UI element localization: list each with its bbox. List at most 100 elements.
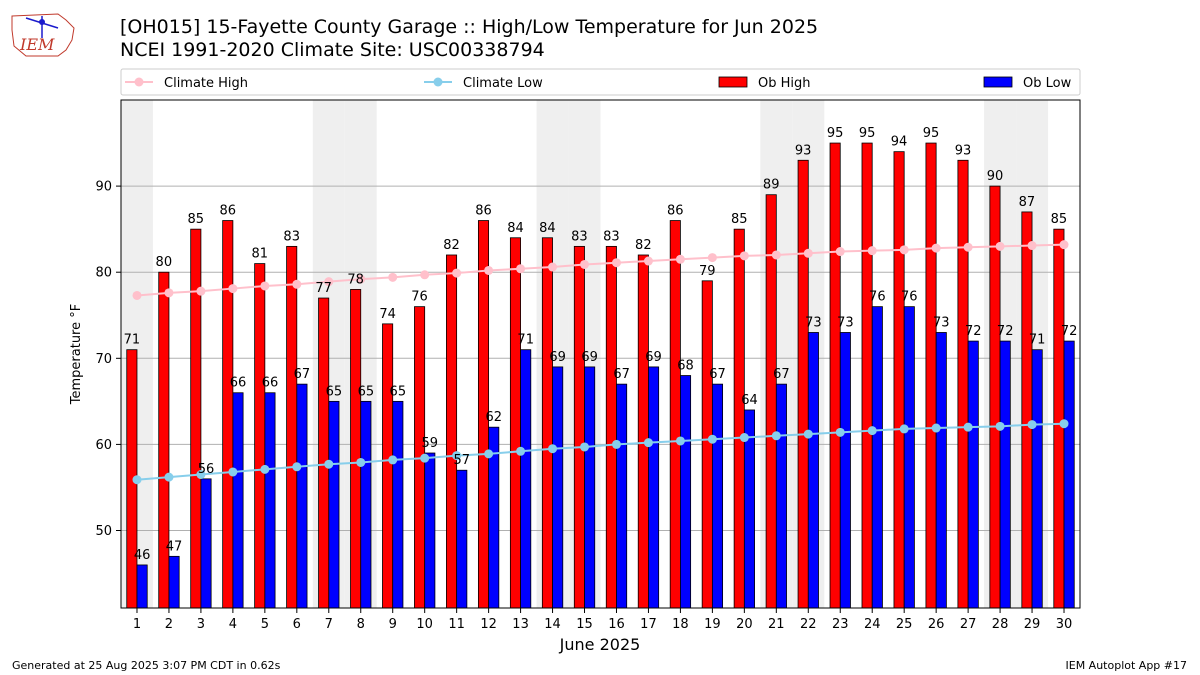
x-tick-label-10: 10	[416, 617, 433, 632]
legend-ob-high-label: Ob High	[758, 76, 811, 91]
y-tick-label-60: 60	[95, 438, 112, 453]
ob-high-label-11: 82	[443, 238, 460, 253]
ob-low-label-21: 67	[773, 367, 790, 382]
y-axis-label: Temperature °F	[69, 304, 84, 405]
x-tick-label-7: 7	[325, 617, 333, 632]
ob-high-bar-30	[1053, 228, 1065, 609]
climate-low-point-17	[643, 438, 653, 448]
chart-subtitle: NCEI 1991-2020 Climate Site: USC00338794	[120, 39, 545, 61]
ob-low-bar-4	[232, 392, 244, 609]
ob-low-bar-26	[935, 332, 947, 609]
ob-high-bar-24	[861, 142, 873, 609]
ob-low-label-14: 69	[549, 350, 566, 365]
ob-low-bar-6	[296, 383, 308, 609]
ob-low-label-2: 47	[166, 539, 183, 554]
ob-high-label-2: 80	[156, 255, 173, 270]
ob-low-bar-15	[584, 366, 596, 609]
climate-high-point-30	[1059, 240, 1069, 250]
climate-high-point-28	[995, 241, 1005, 251]
climate-low-point-22	[803, 429, 813, 439]
climate-lines	[132, 240, 1069, 485]
climate-low-point-18	[675, 436, 685, 446]
ob-low-label-1: 46	[134, 548, 151, 563]
climate-high-point-6	[292, 279, 302, 289]
climate-low-point-16	[611, 439, 621, 449]
climate-high-point-25	[899, 245, 909, 255]
ob-high-label-24: 95	[859, 126, 876, 141]
ob-low-label-13: 71	[517, 333, 534, 348]
climate-high-point-11	[452, 268, 462, 278]
climate-high-point-18	[675, 254, 685, 264]
ob-high-label-5: 81	[251, 247, 268, 262]
legend-climate-low-label: Climate Low	[463, 76, 543, 91]
ob-high-bar-2	[158, 271, 170, 609]
ob-high-label-12: 86	[475, 204, 492, 219]
ob-high-bar-15	[573, 245, 585, 609]
ob-high-bar-13	[509, 237, 521, 609]
ob-high-label-19: 79	[699, 264, 716, 279]
ob-low-bar-8	[360, 400, 372, 609]
ob-low-label-11: 57	[453, 453, 470, 468]
ob-high-bar-9	[382, 323, 394, 609]
x-tick-label-9: 9	[389, 617, 397, 632]
climate-high-point-9	[388, 272, 398, 282]
ob-low-bar-21	[775, 383, 787, 609]
x-tick-label-4: 4	[229, 617, 237, 632]
ob-low-label-7: 65	[326, 384, 343, 399]
ob-low-bar-22	[807, 332, 819, 609]
ob-low-label-25: 76	[901, 290, 918, 305]
x-tick-label-30: 30	[1056, 617, 1073, 632]
ob-high-label-16: 83	[603, 229, 620, 244]
ob-low-label-30: 72	[1061, 324, 1078, 339]
x-tick-label-1: 1	[133, 617, 141, 632]
x-tick-label-26: 26	[928, 617, 945, 632]
climate-high-point-20	[739, 251, 749, 261]
x-tick-label-29: 29	[1024, 617, 1041, 632]
bars	[126, 142, 1075, 609]
climate-high-point-4	[228, 284, 238, 294]
legend-climate-low-marker	[433, 77, 443, 87]
climate-low-point-7	[324, 459, 334, 469]
bar-labels: 71 80 85 86 81 83 77 78 74 76 82 86 84 84 83 83 82 86 79 85…	[124, 126, 1078, 563]
ob-low-label-4: 66	[230, 376, 247, 391]
climate-high-point-29	[1027, 241, 1037, 251]
x-tick-label-27: 27	[960, 617, 977, 632]
climate-low-point-3	[196, 470, 206, 480]
legend-ob-low-label: Ob Low	[1023, 76, 1072, 91]
climate-high-line	[136, 243, 1065, 297]
climate-low-point-12	[484, 449, 494, 459]
ob-high-label-4: 86	[219, 204, 236, 219]
ob-low-bar-29	[1031, 349, 1043, 609]
ob-high-label-28: 90	[987, 169, 1004, 184]
climate-low-point-5	[260, 464, 270, 474]
y-tick-label-80: 80	[95, 266, 112, 281]
ob-high-bar-11	[446, 254, 458, 609]
ob-high-bar-8	[350, 289, 362, 609]
ob-high-label-30: 85	[1051, 212, 1068, 227]
ob-low-label-22: 73	[805, 315, 822, 330]
x-tick-label-18: 18	[672, 617, 689, 632]
x-tick-label-22: 22	[800, 617, 817, 632]
ob-low-bar-27	[967, 340, 979, 609]
chart-title: [OH015] 15-Fayette County Garage :: High…	[120, 16, 819, 38]
ob-low-bar-11	[456, 469, 468, 609]
ob-low-label-29: 71	[1029, 333, 1046, 348]
ob-low-label-8: 65	[358, 384, 375, 399]
ob-high-label-9: 74	[379, 307, 396, 322]
ob-low-label-19: 67	[709, 367, 726, 382]
climate-high-point-1	[132, 290, 142, 300]
climate-low-point-15	[580, 442, 590, 452]
ob-low-bar-9	[392, 400, 404, 609]
climate-high-point-21	[771, 250, 781, 260]
climate-low-point-2	[164, 472, 174, 482]
x-tick-label-2: 2	[165, 617, 173, 632]
ob-high-bar-17	[637, 254, 649, 609]
climate-high-point-15	[580, 259, 590, 269]
ob-high-label-27: 93	[955, 143, 972, 158]
ob-high-bar-18	[669, 220, 681, 609]
ob-high-bar-14	[541, 237, 553, 609]
ob-low-label-26: 73	[933, 315, 950, 330]
climate-high-point-2	[164, 288, 174, 298]
ob-high-bar-6	[286, 245, 298, 609]
ob-high-bar-27	[957, 159, 969, 609]
